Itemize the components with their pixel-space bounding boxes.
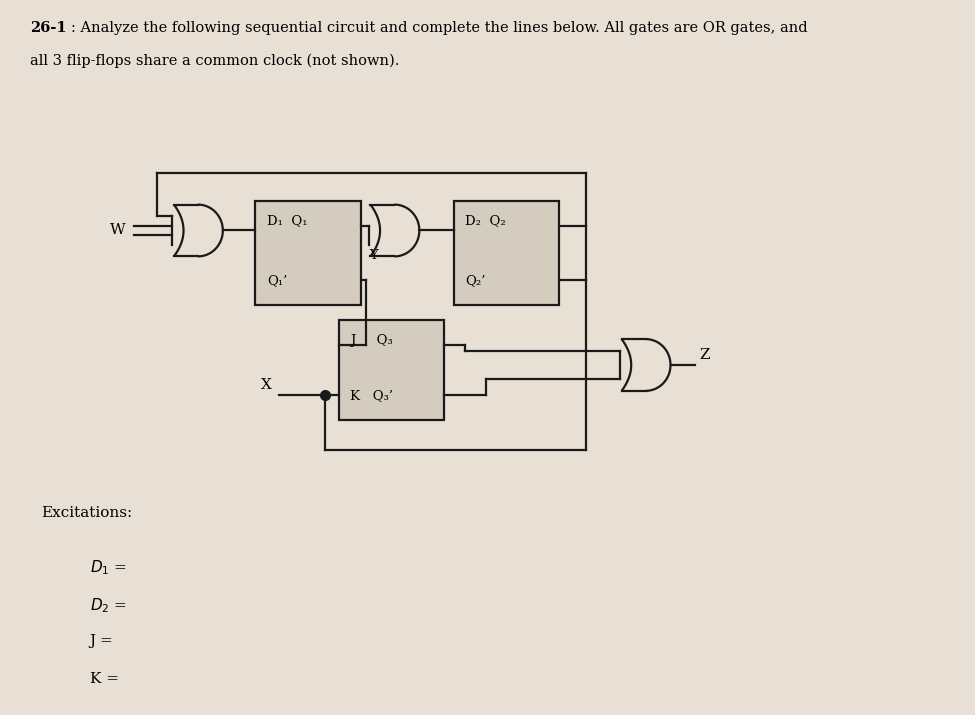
Text: K   Q₃’: K Q₃’	[350, 389, 394, 402]
Text: Excitations:: Excitations:	[42, 506, 133, 521]
Text: all 3 flip-flops share a common clock (not shown).: all 3 flip-flops share a common clock (n…	[30, 53, 400, 68]
Text: Z: Z	[699, 348, 710, 362]
Text: $D_1$ =: $D_1$ =	[90, 558, 127, 577]
Bar	[255, 201, 361, 305]
Text: K =: K =	[90, 672, 119, 686]
Text: 26-1: 26-1	[30, 21, 66, 35]
Text: Q₂’: Q₂’	[465, 275, 486, 287]
Text: J =: J =	[90, 634, 113, 648]
Text: W: W	[110, 224, 126, 237]
Bar	[339, 320, 445, 420]
Text: D₁  Q₁: D₁ Q₁	[267, 214, 307, 227]
Text: X: X	[261, 378, 272, 392]
Text: Q₁’: Q₁’	[267, 275, 288, 287]
Text: $D_2$ =: $D_2$ =	[90, 596, 127, 615]
Text: Y: Y	[370, 249, 378, 262]
Text: D₂  Q₂: D₂ Q₂	[465, 214, 506, 227]
Text: : Analyze the following sequential circuit and complete the lines below. All gat: : Analyze the following sequential circu…	[71, 21, 808, 35]
Bar	[453, 201, 560, 305]
Text: J     Q₃: J Q₃	[350, 334, 393, 347]
